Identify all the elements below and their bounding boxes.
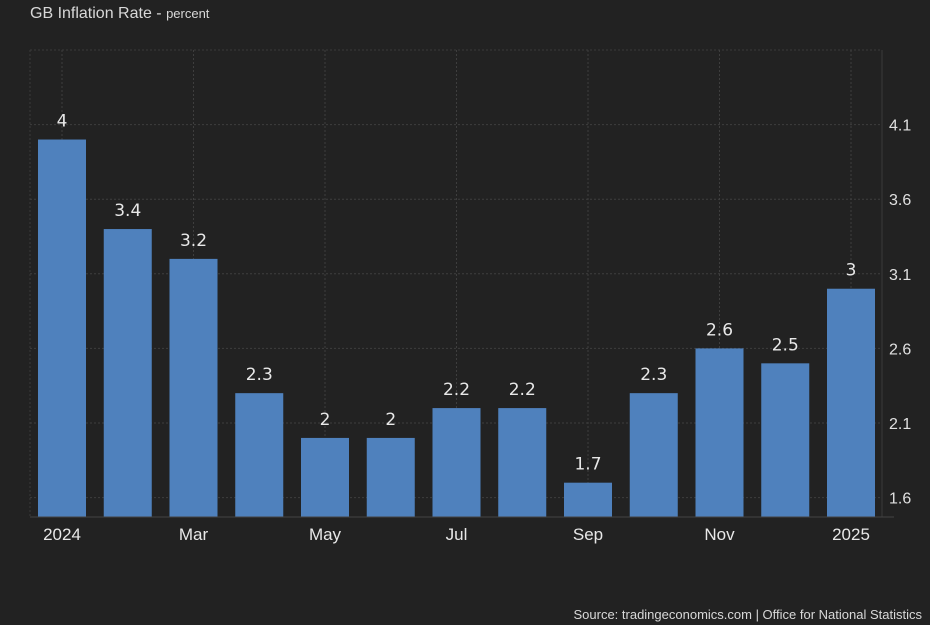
bar-jan-2025 [827,288,875,517]
title-text: GB Inflation Rate [30,5,152,22]
bar-jun-2024 [366,437,415,517]
bar-aug-2024 [498,408,547,517]
x-tick-label: Mar [179,525,209,544]
data-label: 2.6 [706,320,733,340]
bar-nov-2024 [695,348,744,517]
data-label: 2.2 [509,380,536,400]
chart-subtitle: percent [166,6,210,21]
data-label: 3.2 [180,231,207,251]
data-label: 4 [57,112,68,132]
bar-dec-2024 [761,363,810,517]
data-label: 3 [846,261,857,281]
bar-jul-2024 [432,408,481,517]
source-note: Source: tradingeconomics.com | Office fo… [573,607,922,622]
data-label: 2.3 [246,365,273,385]
bar-feb-2024 [103,229,152,517]
data-label: 3.4 [114,201,141,221]
bar-jan-2024 [38,139,86,518]
y-tick-label: 2.1 [889,416,911,433]
x-tick-label: Jul [446,525,468,544]
bar-oct-2024 [629,393,678,517]
data-label: 2 [385,410,396,430]
bar-sep-2024 [564,482,612,517]
y-tick-label: 1.6 [889,491,911,508]
y-tick-label: 4.1 [889,118,911,135]
data-label: 2.5 [772,335,799,355]
x-tick-label: 2025 [832,525,870,544]
bar-apr-2024 [235,393,284,517]
data-label: 2 [320,410,331,430]
x-tick-label: Nov [704,525,735,544]
data-label: 2.2 [443,380,470,400]
data-label: 1.7 [574,455,601,475]
x-tick-label: Sep [573,525,603,544]
x-tick-label: 2024 [43,525,81,544]
x-tick-label: May [309,525,342,544]
y-tick-label: 3.6 [889,192,911,209]
y-tick-label: 3.1 [889,267,911,284]
data-label: 2.3 [640,365,667,385]
y-tick-label: 2.6 [889,341,911,358]
chart-title: GB Inflation Rate - percent [30,5,210,22]
bar-mar-2024 [169,258,218,517]
bar-may-2024 [301,437,349,517]
